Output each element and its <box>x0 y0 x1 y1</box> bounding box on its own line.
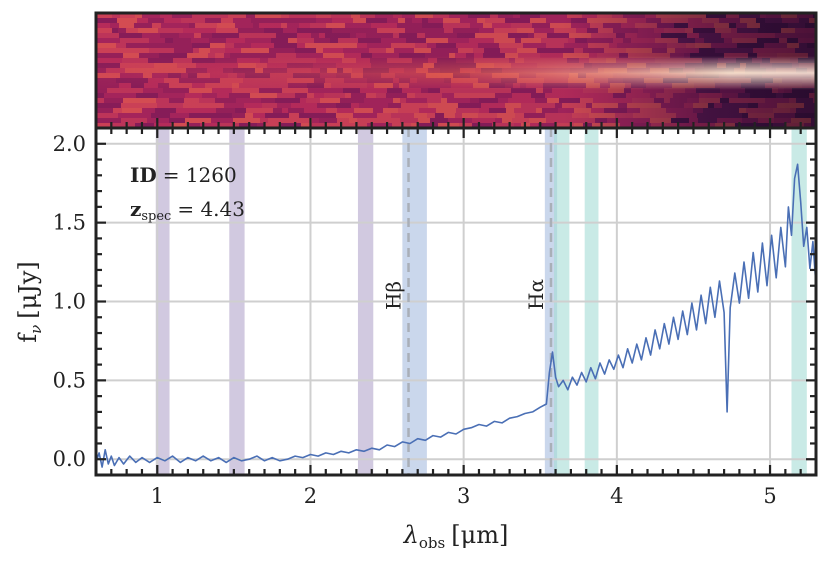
spectrum-2d-panel <box>96 13 816 128</box>
annotation-redshift: zspec = 4.43 <box>130 197 245 224</box>
emission-line-label: Hα <box>524 279 548 310</box>
annotation-z-sub: spec <box>141 209 171 224</box>
x-tick-labels: 1 2 3 4 5 <box>151 484 777 508</box>
y-tick-labels: 0.0 0.5 1.0 1.5 2.0 <box>53 132 86 471</box>
plot-area <box>96 128 816 475</box>
y-tick-label: 0.0 <box>53 447 86 471</box>
x-tick-label: 3 <box>457 484 470 508</box>
x-tick-label: 1 <box>151 484 164 508</box>
y-axis-title-main: f <box>14 332 42 343</box>
annotation-z-value: = 4.43 <box>177 197 245 221</box>
x-axis-title-sub: obs <box>419 534 445 552</box>
x-axis-title: λobs [μm] <box>403 521 509 552</box>
y-axis-title-sub: ν <box>27 325 45 334</box>
y-tick-label: 0.5 <box>53 368 86 392</box>
x-axis-title-main: λ <box>403 521 419 549</box>
spectrum-line <box>96 163 816 468</box>
annotation-id: ID = 1260 <box>130 163 237 187</box>
emission-lines <box>407 128 553 475</box>
x-axis-title-unit: [μm] <box>451 521 508 549</box>
x-tick-label: 4 <box>610 484 623 508</box>
x-tick-label: 5 <box>763 484 776 508</box>
plot-frame <box>94 126 818 477</box>
y-tick-label: 1.0 <box>53 290 86 314</box>
annotation-z-label: z <box>130 197 141 221</box>
y-tick-label: 1.5 <box>53 211 86 235</box>
emission-line-label: Hβ <box>382 281 406 310</box>
y-axis-title: fν [μJy] <box>14 261 45 343</box>
x-tick-label: 2 <box>304 484 317 508</box>
annotation-id-label: ID <box>130 163 157 187</box>
y-tick-label: 2.0 <box>53 132 86 156</box>
spectrum-2d-trace <box>96 56 816 90</box>
y-axis-title-unit: [μJy] <box>14 261 42 319</box>
annotation-id-value: = 1260 <box>163 163 237 187</box>
